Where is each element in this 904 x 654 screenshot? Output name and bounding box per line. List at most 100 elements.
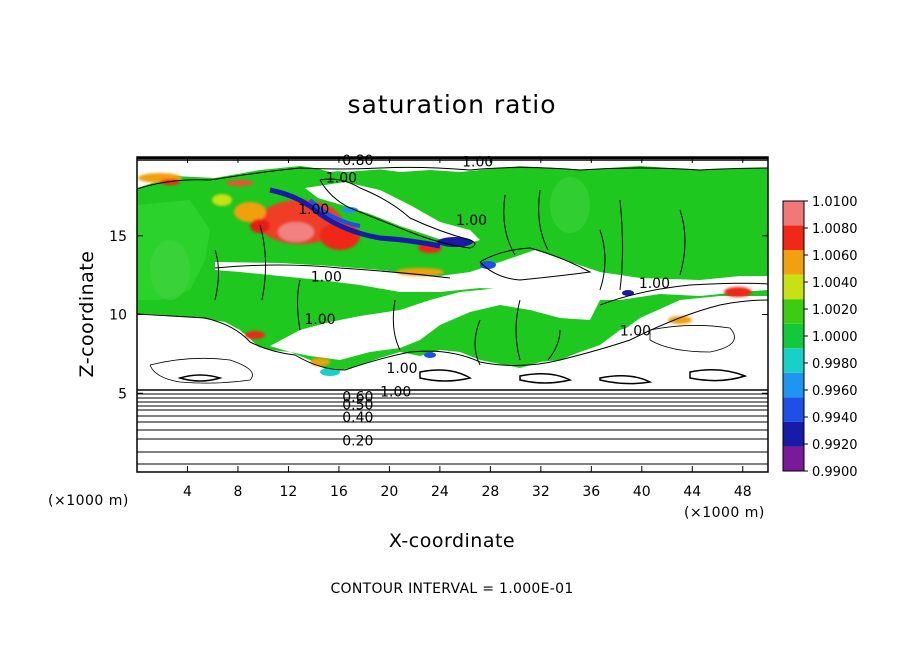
contour-label: 0.60 [342,389,373,405]
x-tick-label: 24 [431,484,449,500]
y-tick-label: 10 [109,308,127,324]
colorbar-tick-labels: 0.9900 0.9920 0.9940 0.9960 0.9980 1.0000 1.00… [804,195,858,480]
colorbar-tick-label: 0.9900 [812,465,858,480]
colorbar-cell [783,250,804,275]
orange-spot-lower [310,358,330,366]
colorbar-tick-label: 0.9960 [812,384,858,399]
contour-line [599,282,768,306]
colorbar-cell [783,299,804,324]
x-tick-label: 36 [582,484,600,500]
x-tick-label: 16 [330,484,348,500]
x-tick-label: 20 [380,484,398,500]
contour-label: 1.00 [298,202,329,218]
contour-label: 0.20 [342,434,373,450]
colorbar-tick-label: 1.0040 [812,276,858,291]
colorbar-tick-label: 0.9920 [812,438,858,453]
colorbar-cell [783,323,804,349]
white-cloud-mid [270,285,600,360]
contour-line [479,247,592,281]
colorbar-tick-label: 1.0020 [812,303,858,318]
contour-label: 1.00 [456,213,487,229]
contour-label: 1.00 [462,155,493,171]
contour-line [214,264,451,279]
plot-area: 0.80 1.001.001.001.001.001.001.001.001.00… [109,153,769,500]
contour-line [137,166,768,190]
cyan-spot-2 [342,207,358,213]
contour-label: 1.00 [620,323,651,339]
subsaturation-edges [269,187,634,376]
white-band-mid [215,250,768,300]
red-spot-right [724,287,752,297]
colorbar-cell [783,201,804,226]
contour-line [177,369,748,385]
red-edge-top-left [160,179,180,185]
x-tick-label: 12 [280,484,298,500]
orange-spot-right [668,316,692,324]
colorbar: 0.9900 0.9920 0.9940 0.9960 0.9980 1.0000 1.00… [782,195,858,480]
x-tick-label: 28 [481,484,499,500]
colorbar-cell [783,446,804,471]
light-green-blob-left [150,240,190,300]
blue-edge-upper [269,187,441,249]
pink-patch [278,222,314,242]
contour-line [137,299,768,371]
x-tick-label: 40 [633,484,651,500]
y-axis-ticks: 5 10 15 [109,229,768,402]
x-tick-label: 32 [532,484,550,500]
colorbar-cell [783,274,804,300]
contour-label: 0.50 [342,397,373,413]
light-green-blob-right [550,177,590,233]
blue-spot-3 [622,290,634,296]
colorbar-tick-label: 0.9980 [812,357,858,372]
yellow-patch [212,194,232,206]
white-plume-upper [305,182,480,246]
red-spot-lower [245,331,265,339]
colorbar-tick-label: 1.0000 [812,330,858,345]
colorbar-cell [783,421,804,447]
colorbar-cells [783,201,804,471]
contour-line [649,325,735,353]
red-edge-top [226,180,254,186]
y-tick-label: 15 [109,229,127,245]
contour-label: 1.00 [639,276,670,292]
x-axis-label: X-coordinate [389,530,515,552]
contour-label: 1.00 [380,385,411,401]
contour-label: 1.00 [311,270,342,286]
colorbar-cell [783,225,804,251]
contour-label: 1.00 [304,312,335,328]
contour-label: 1.00 [386,361,417,377]
contour-label: 1.00 [326,170,357,186]
x-tick-label: 4 [183,484,192,500]
white-band-top [137,157,768,184]
colorbar-tick-label: 1.0060 [812,249,858,264]
blue-spot-4 [424,352,436,358]
contour-labels: 0.80 1.001.001.001.001.001.001.001.001.00… [298,153,670,450]
contour-lines [137,157,768,465]
contour-label: 0.40 [342,410,373,426]
x-tick-label: 48 [734,484,752,500]
colorbar-tick-label: 1.0080 [812,222,858,237]
x-tick-label: 8 [233,484,242,500]
x-tick-label: 44 [683,484,701,500]
orange-patch [234,202,266,222]
chart-title: saturation ratio [347,90,556,119]
green-region-mid [420,300,590,365]
colorbar-cell [783,348,804,373]
contour-line [319,178,476,249]
x-unit-label: (×1000 m) [684,505,765,521]
z-unit-label: (×1000 m) [48,493,129,509]
blue-edge-upper-2 [308,198,361,228]
colorbar-cell [783,397,804,422]
blue-spot-1 [437,237,473,247]
contour-label: 0.80 [342,153,373,169]
y-tick-label: 5 [118,386,127,402]
blue-spot-2 [480,261,496,269]
contour-line [149,357,253,384]
cyan-spot [320,368,340,376]
heatmap-field [137,157,768,472]
contour-interval-note: CONTOUR INTERVAL = 1.000E-01 [330,581,573,597]
x-axis-ticks: 4 8 12 16 20 24 28 32 36 40 44 48 [183,157,752,500]
colorbar-cell [783,372,804,398]
